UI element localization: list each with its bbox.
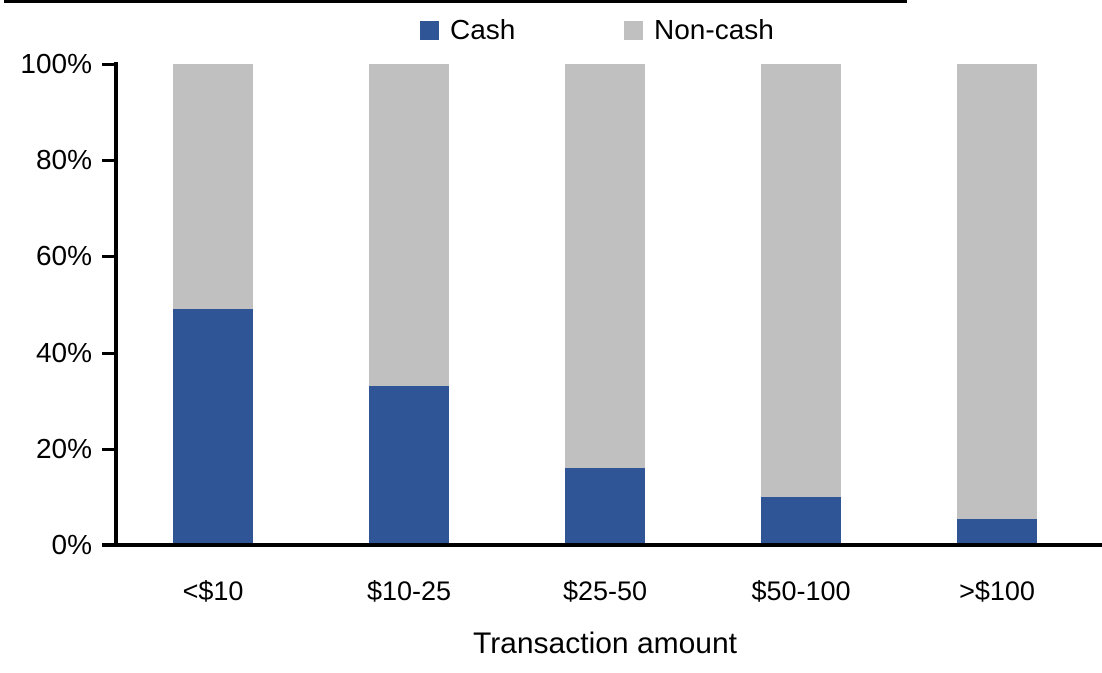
y-axis-tick-label: 40%	[35, 336, 92, 368]
x-axis-category-label: >$100	[959, 576, 1035, 606]
non-cash-legend-swatch-icon	[624, 20, 643, 40]
bar-segment-non-cash	[565, 64, 645, 469]
legend-label-cash: Cash	[450, 14, 516, 45]
y-axis-tick-mark	[102, 447, 115, 451]
x-axis-category-label: $10-25	[366, 576, 452, 606]
legend-label-non-cash: Non-cash	[654, 14, 774, 45]
bar-segment-non-cash	[173, 64, 253, 310]
x-axis-title: Transaction amount	[472, 627, 738, 660]
bar-segment-non-cash	[761, 64, 841, 497]
y-axis-tick-mark	[102, 63, 115, 66]
bar-segment-cash	[761, 496, 841, 545]
top-border-line	[4, 0, 907, 3]
x-axis-category-label: $25-50	[562, 576, 648, 606]
legend-item-cash: Cash	[420, 13, 515, 47]
cash-legend-swatch-icon	[420, 20, 439, 40]
y-axis-tick-label: 100%	[20, 48, 92, 79]
bar-segment-cash	[565, 468, 645, 545]
bar-segment-cash	[957, 518, 1037, 545]
x-axis-category-label: <$10	[182, 576, 244, 606]
x-axis-category-label: $50-100	[751, 576, 851, 606]
y-axis-tick-mark	[102, 351, 115, 355]
y-axis-tick-mark	[102, 255, 115, 259]
x-axis-line	[102, 543, 1102, 547]
bar-segment-cash	[173, 309, 253, 545]
y-axis-tick-label: 20%	[35, 432, 92, 464]
legend-item-non-cash: Non-cash	[624, 13, 774, 47]
y-axis-tick-label: 0%	[51, 529, 92, 560]
bar-segment-non-cash	[957, 64, 1037, 519]
y-axis-tick-mark	[102, 159, 115, 163]
bar-segment-cash	[369, 386, 449, 545]
y-axis-line	[114, 62, 118, 547]
y-axis-tick-label: 80%	[35, 144, 92, 176]
bar-segment-non-cash	[369, 64, 449, 387]
y-axis-tick-label: 60%	[35, 240, 92, 272]
